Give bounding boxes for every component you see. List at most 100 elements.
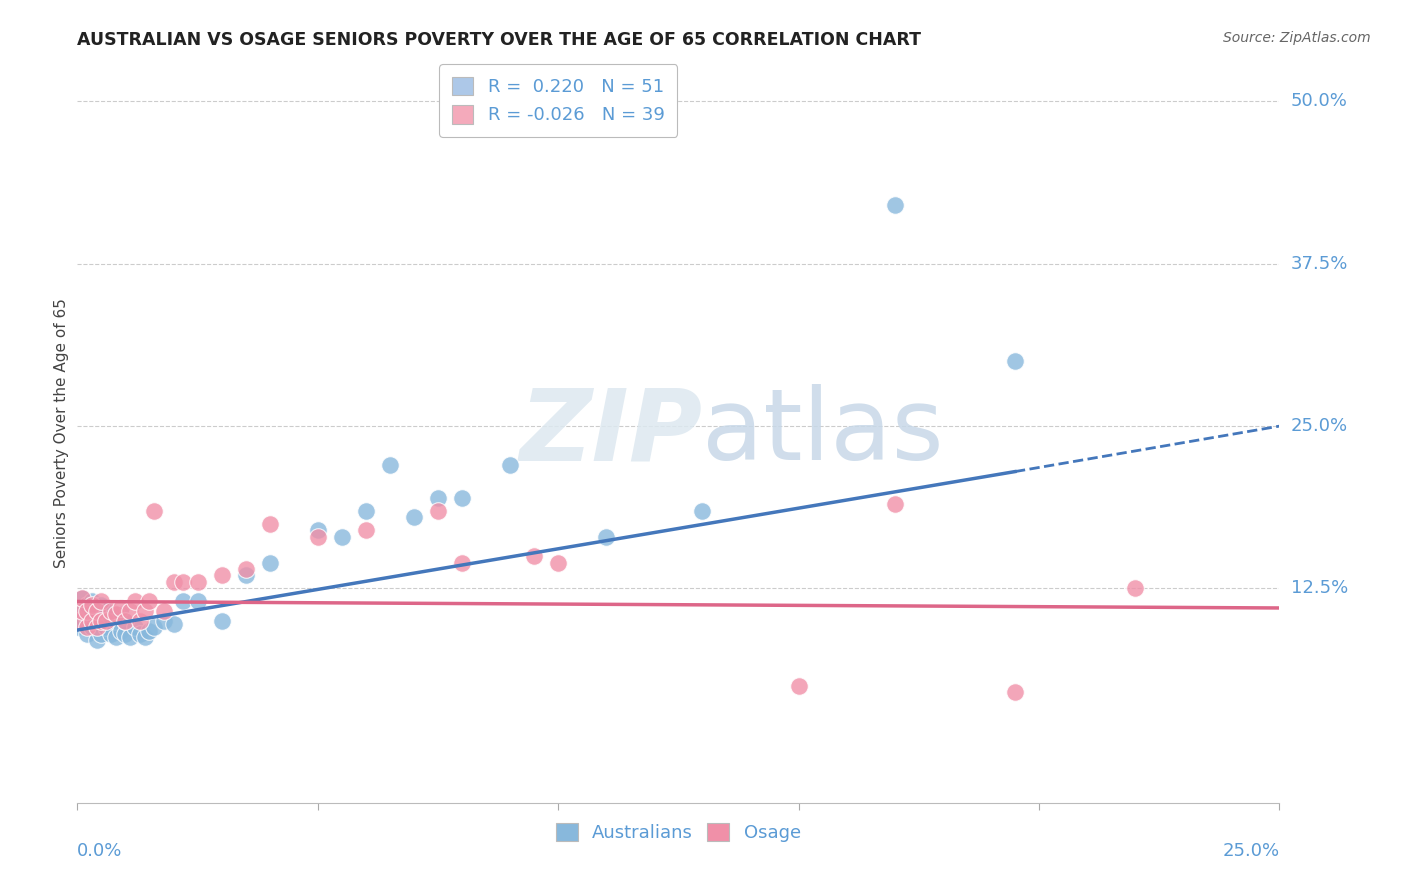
Point (110, 624, 132, 639)
Point (547, 556, 569, 570)
Point (104, 630, 127, 644)
Text: 50.0%: 50.0% (1291, 93, 1347, 111)
Point (143, 620, 166, 634)
Point (100, 627, 122, 641)
Point (96, 620, 118, 634)
Point (128, 627, 150, 641)
Point (235, 568, 257, 582)
Point (354, 523, 377, 537)
Point (186, 594, 209, 608)
Point (80, 607, 103, 622)
Point (120, 603, 142, 617)
Point (114, 614, 136, 628)
Point (80, 599, 103, 613)
Point (120, 630, 142, 644)
Point (114, 627, 136, 641)
Point (104, 614, 127, 628)
Point (110, 607, 132, 622)
Point (402, 510, 425, 524)
Text: 37.5%: 37.5% (1291, 255, 1348, 273)
Point (259, 556, 281, 570)
Point (172, 574, 194, 589)
Point (162, 616, 184, 631)
Point (90, 594, 112, 608)
Point (80, 620, 103, 634)
Point (427, 503, 450, 517)
Text: atlas: atlas (703, 384, 943, 481)
Point (76, 627, 98, 641)
Point (90, 614, 112, 628)
Text: 0.0%: 0.0% (77, 842, 122, 860)
Point (134, 603, 156, 617)
Point (66, 614, 89, 628)
Point (499, 458, 522, 472)
Point (211, 614, 233, 628)
Text: Source: ZipAtlas.com: Source: ZipAtlas.com (1223, 31, 1371, 45)
Point (153, 614, 176, 628)
Point (378, 458, 401, 472)
Text: ZIP: ZIP (519, 384, 703, 481)
Point (787, 679, 810, 693)
Point (259, 516, 281, 531)
Point (104, 607, 127, 622)
Point (76, 599, 98, 613)
Point (70, 591, 93, 605)
Legend: Australians, Osage: Australians, Osage (548, 815, 808, 849)
Point (96, 603, 118, 617)
Point (692, 503, 714, 517)
Point (883, 198, 905, 212)
Point (70, 603, 93, 617)
Point (134, 630, 156, 644)
Text: 12.5%: 12.5% (1291, 580, 1348, 598)
Point (70, 591, 93, 605)
Point (354, 503, 377, 517)
Point (523, 549, 546, 563)
Point (162, 574, 184, 589)
Point (80, 594, 103, 608)
Point (90, 627, 112, 641)
Point (235, 562, 257, 576)
Point (76, 603, 98, 617)
Point (114, 614, 136, 628)
Point (100, 603, 122, 617)
Point (186, 574, 209, 589)
Point (143, 503, 166, 517)
Text: 25.0%: 25.0% (1291, 417, 1348, 435)
Point (86, 633, 108, 648)
Point (1123, 582, 1146, 596)
Text: AUSTRALIAN VS OSAGE SENIORS POVERTY OVER THE AGE OF 65 CORRELATION CHART: AUSTRALIAN VS OSAGE SENIORS POVERTY OVER… (77, 31, 921, 49)
Point (86, 603, 108, 617)
Point (172, 594, 194, 608)
Point (451, 491, 474, 505)
Point (90, 599, 112, 613)
Point (211, 568, 233, 582)
Point (595, 529, 617, 543)
Point (1004, 685, 1026, 699)
Point (128, 614, 150, 628)
Point (124, 594, 146, 608)
Point (66, 620, 89, 634)
Point (1004, 354, 1026, 368)
Y-axis label: Seniors Poverty Over the Age of 65: Seniors Poverty Over the Age of 65 (53, 298, 69, 567)
Point (70, 603, 93, 617)
Point (70, 614, 93, 628)
Point (427, 491, 450, 505)
Point (451, 556, 474, 570)
Point (86, 616, 108, 631)
Point (307, 523, 329, 537)
Point (153, 603, 176, 617)
Point (110, 601, 132, 615)
Point (90, 614, 112, 628)
Point (76, 620, 98, 634)
Point (138, 624, 160, 639)
Point (80, 614, 103, 628)
Point (86, 620, 108, 634)
Point (124, 620, 146, 634)
Point (330, 529, 353, 543)
Point (307, 529, 329, 543)
Text: 25.0%: 25.0% (1222, 842, 1279, 860)
Point (96, 614, 118, 628)
Point (86, 603, 108, 617)
Point (138, 594, 160, 608)
Point (883, 497, 905, 511)
